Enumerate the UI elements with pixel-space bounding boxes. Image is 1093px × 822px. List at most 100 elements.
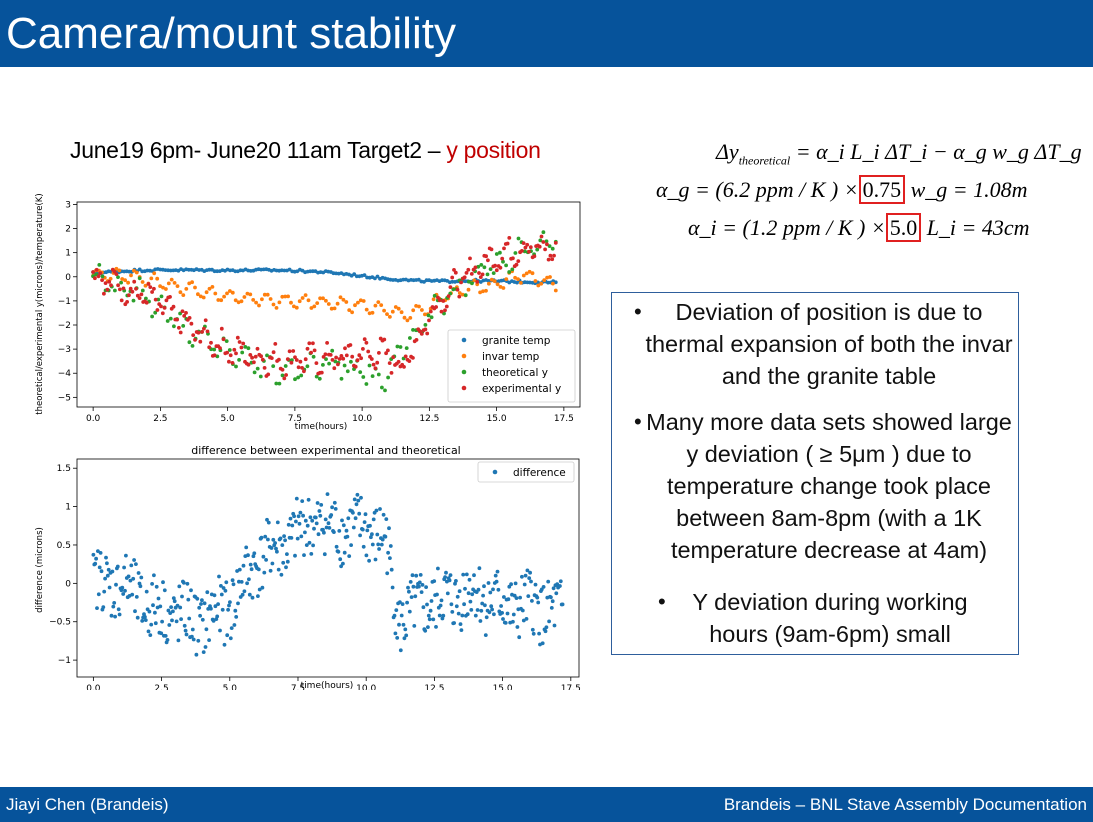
data-point xyxy=(225,291,229,296)
data-point xyxy=(230,578,235,583)
data-point xyxy=(532,254,537,259)
data-point xyxy=(205,590,210,595)
data-point xyxy=(366,349,371,354)
data-point xyxy=(204,627,209,632)
data-point xyxy=(522,249,527,254)
data-point xyxy=(417,304,421,309)
data-point xyxy=(550,599,555,604)
data-point xyxy=(252,360,256,365)
data-point xyxy=(459,628,464,632)
data-point xyxy=(190,280,195,285)
data-point xyxy=(380,537,385,542)
data-point xyxy=(298,359,303,364)
data-point xyxy=(478,275,483,279)
data-point xyxy=(523,573,528,578)
data-point xyxy=(260,585,265,590)
data-point xyxy=(405,318,410,323)
data-point xyxy=(510,267,515,272)
data-point xyxy=(134,286,138,291)
data-point xyxy=(305,364,310,369)
data-point xyxy=(443,308,447,313)
data-point xyxy=(287,267,292,272)
data-point xyxy=(182,314,187,318)
data-point xyxy=(538,238,543,243)
data-point xyxy=(345,534,350,539)
data-point xyxy=(281,560,286,565)
data-point xyxy=(451,287,456,292)
data-point xyxy=(252,551,257,556)
data-point xyxy=(234,615,239,619)
data-point xyxy=(225,350,230,355)
data-point xyxy=(516,236,521,241)
data-point xyxy=(450,610,455,614)
data-point xyxy=(504,263,508,268)
data-point xyxy=(113,614,117,619)
legend-marker xyxy=(461,337,467,343)
data-point xyxy=(391,355,396,360)
data-point xyxy=(171,304,176,309)
data-point xyxy=(184,287,189,291)
y-tick-label: −1 xyxy=(58,297,71,307)
data-point xyxy=(265,353,269,358)
data-point xyxy=(540,641,545,646)
data-point xyxy=(477,566,482,571)
data-point xyxy=(296,514,301,519)
data-point xyxy=(446,294,451,298)
data-point xyxy=(543,629,548,634)
data-point xyxy=(470,592,475,597)
data-point xyxy=(393,631,398,636)
data-point xyxy=(334,544,339,549)
data-point xyxy=(431,297,436,302)
data-point xyxy=(241,563,246,568)
data-point xyxy=(351,510,355,515)
data-point xyxy=(300,296,305,300)
data-point xyxy=(339,564,343,569)
bullet-item: • Many more data sets showed large y devi… xyxy=(634,406,1014,566)
data-point xyxy=(159,631,164,636)
data-point xyxy=(263,534,268,539)
data-point xyxy=(473,265,478,270)
data-point xyxy=(172,281,177,285)
data-point xyxy=(373,303,378,308)
data-point xyxy=(321,296,325,301)
data-point xyxy=(441,613,446,618)
data-point xyxy=(252,370,257,375)
data-point xyxy=(411,308,416,313)
data-point xyxy=(504,277,509,281)
data-point xyxy=(444,570,448,575)
chart-position: theoretical/experimental y(microns)/temp… xyxy=(35,193,581,432)
data-point xyxy=(509,582,513,587)
data-point xyxy=(541,240,546,244)
data-point xyxy=(533,279,538,283)
data-point xyxy=(93,561,98,566)
bullet-icon: • xyxy=(634,409,642,434)
data-point xyxy=(488,267,493,271)
data-point xyxy=(449,602,454,607)
data-point xyxy=(106,567,111,572)
data-point xyxy=(339,376,344,381)
data-point xyxy=(123,588,127,593)
data-point xyxy=(347,554,352,558)
data-point xyxy=(218,346,222,350)
data-point xyxy=(100,278,104,282)
data-point xyxy=(181,324,186,328)
data-point xyxy=(399,310,404,315)
data-point xyxy=(330,348,335,353)
data-point xyxy=(168,611,173,615)
data-point xyxy=(194,652,199,657)
data-point xyxy=(248,353,253,357)
data-point xyxy=(117,612,122,617)
data-point xyxy=(342,363,347,368)
x-tick-label: 15.0 xyxy=(487,414,507,424)
data-point xyxy=(516,277,520,281)
data-point xyxy=(492,612,496,617)
data-point xyxy=(472,573,476,578)
data-point xyxy=(358,298,363,303)
data-point xyxy=(402,636,407,641)
data-point xyxy=(410,573,415,578)
data-point xyxy=(375,360,380,365)
data-point xyxy=(219,592,224,597)
data-point xyxy=(178,605,183,610)
data-point xyxy=(480,601,485,606)
data-point xyxy=(105,573,110,578)
